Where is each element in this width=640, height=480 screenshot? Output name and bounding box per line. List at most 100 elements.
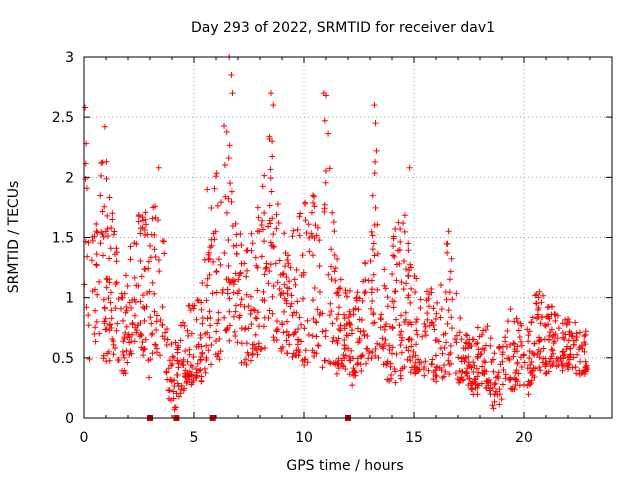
data-point <box>305 331 312 338</box>
data-point <box>238 296 245 303</box>
data-point <box>510 353 517 360</box>
data-point <box>422 332 429 339</box>
data-point <box>126 333 133 340</box>
data-point <box>329 338 336 345</box>
data-point <box>237 270 244 277</box>
data-point <box>453 332 460 339</box>
data-point <box>329 320 336 327</box>
data-point <box>518 342 525 349</box>
data-point <box>297 210 304 217</box>
data-point <box>178 358 185 365</box>
data-point <box>300 269 307 276</box>
data-point <box>313 319 320 326</box>
data-point <box>369 232 376 239</box>
data-point <box>370 309 377 316</box>
data-point <box>175 383 182 390</box>
x-axis-label: GPS time / hours <box>286 458 403 474</box>
data-point <box>207 322 214 329</box>
data-point <box>110 351 117 358</box>
data-point <box>85 312 92 319</box>
data-point <box>298 321 305 328</box>
data-point <box>265 223 272 230</box>
data-point <box>433 310 440 317</box>
data-point <box>446 370 453 377</box>
data-point <box>131 312 138 319</box>
data-point <box>367 305 374 312</box>
data-point <box>170 388 177 395</box>
data-point <box>127 256 134 263</box>
data-point <box>287 303 294 310</box>
data-point <box>213 170 220 177</box>
data-point <box>150 204 157 211</box>
data-point <box>247 311 254 318</box>
data-point <box>103 175 110 182</box>
data-point <box>359 298 366 305</box>
data-point <box>456 368 463 375</box>
data-point <box>389 271 396 278</box>
data-point <box>96 330 103 337</box>
data-point <box>448 360 455 367</box>
data-point <box>362 288 369 295</box>
data-point <box>267 239 274 246</box>
x-tick-label: 15 <box>405 430 423 446</box>
data-point <box>326 165 333 172</box>
data-point <box>467 363 474 370</box>
y-tick-label: 3 <box>65 50 74 66</box>
data-point <box>390 304 397 311</box>
data-point <box>449 325 456 332</box>
data-point <box>496 401 503 408</box>
data-point <box>530 364 537 371</box>
data-point <box>123 272 130 279</box>
data-point <box>405 247 412 254</box>
data-point <box>270 244 277 251</box>
data-point <box>306 248 313 255</box>
data-point <box>88 257 95 264</box>
data-point <box>89 237 96 244</box>
data-point <box>461 358 468 365</box>
data-point <box>400 220 407 227</box>
data-point <box>398 349 405 356</box>
data-point <box>335 311 342 318</box>
data-point <box>326 312 333 319</box>
y-tick-labels: 0 0.5 1 1.5 2 2.5 3 <box>52 50 74 427</box>
data-point <box>233 231 240 238</box>
data-point <box>473 340 480 347</box>
data-point <box>237 230 244 237</box>
data-point <box>561 336 568 343</box>
data-point <box>134 322 141 329</box>
data-point <box>147 242 154 249</box>
data-point <box>163 342 170 349</box>
data-point <box>482 326 489 333</box>
data-point <box>281 230 288 237</box>
data-point <box>372 204 379 211</box>
data-point <box>99 252 106 259</box>
data-point <box>204 186 211 193</box>
data-point <box>107 289 114 296</box>
data-point <box>413 341 420 348</box>
data-point <box>163 368 170 375</box>
data-point <box>384 376 391 383</box>
data-point <box>371 102 378 109</box>
data-point <box>507 306 514 313</box>
data-point <box>445 307 452 314</box>
data-point <box>566 353 573 360</box>
data-point <box>416 359 423 366</box>
data-point <box>254 309 261 316</box>
data-point <box>142 209 149 216</box>
data-point <box>506 356 513 363</box>
data-point <box>142 336 149 343</box>
x-tick-labels: 0 5 10 15 20 <box>80 430 533 446</box>
data-point <box>412 352 419 359</box>
data-point <box>160 238 167 245</box>
data-point <box>346 308 353 315</box>
data-point <box>554 312 561 319</box>
data-point <box>574 351 581 358</box>
data-point <box>153 327 160 334</box>
data-point <box>546 336 553 343</box>
data-point <box>208 341 215 348</box>
data-point <box>121 336 128 343</box>
data-point <box>455 379 462 386</box>
data-point <box>101 304 108 311</box>
data-point <box>313 333 320 340</box>
data-point <box>301 362 308 369</box>
